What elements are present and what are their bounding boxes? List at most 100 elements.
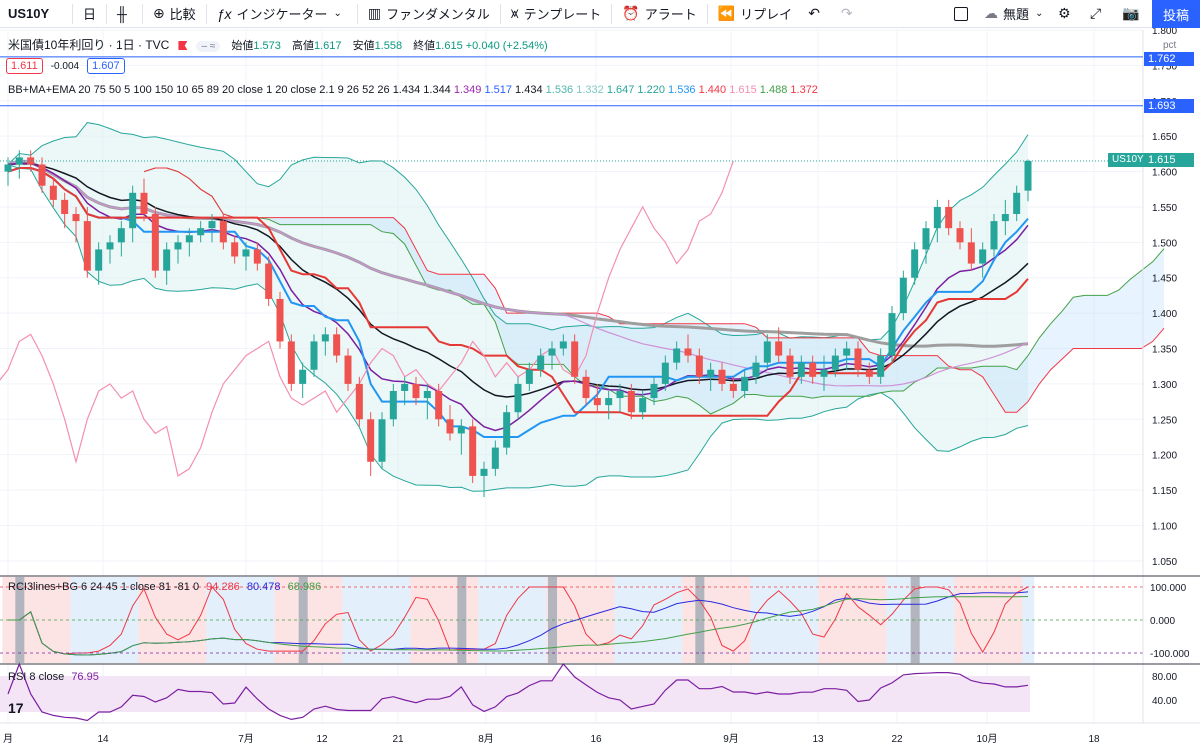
undo-button[interactable]: ↶ <box>800 0 833 28</box>
rci-band <box>467 577 479 663</box>
candle-body <box>117 228 125 243</box>
indicators-label: インジケーター <box>236 7 328 22</box>
time-tick-label: 8月 <box>478 733 494 745</box>
rci-band <box>557 577 570 663</box>
candle-body <box>106 242 114 250</box>
candle-body <box>457 426 465 434</box>
redo-button[interactable]: ↷ <box>833 0 866 28</box>
rci-band <box>591 577 604 663</box>
time-tick-label: 21 <box>392 734 404 745</box>
price-tick-label: 1.300 <box>1152 380 1177 391</box>
chart-canvas[interactable]: 1.8001.7501.7001.6501.6001.5501.5001.450… <box>0 28 1200 750</box>
change-value: +0.040 (+2.54%) <box>465 40 548 52</box>
low-label: 安値 <box>352 40 375 52</box>
symbol-search[interactable]: US10Y <box>8 6 50 21</box>
close-label: 終値 <box>413 40 436 52</box>
oscillator-lines <box>0 586 1143 722</box>
candle-body <box>219 221 227 243</box>
interval-button[interactable]: 日 <box>83 7 97 22</box>
replay-label: リプレイ <box>740 7 793 22</box>
rci-band <box>795 577 808 663</box>
flag-icon[interactable] <box>178 41 188 50</box>
chart-type-button[interactable]: ╫ <box>109 0 140 28</box>
camera-icon: 📷 <box>1122 5 1140 21</box>
candle-body <box>559 341 567 349</box>
separator <box>106 3 108 24</box>
time-tick-label: 12 <box>316 734 328 745</box>
replay-button[interactable]: ⏪ リプレイ <box>710 0 800 28</box>
templates-button[interactable]: ⩙ テンプレート <box>503 0 610 28</box>
rci-band <box>263 577 275 663</box>
candle-body <box>72 214 80 222</box>
layout-toggle-button[interactable] <box>946 0 976 28</box>
bid-ask: 1.611 -0.004 1.607 <box>6 58 125 74</box>
price-line-label-low[interactable]: 1.693 <box>1144 99 1194 113</box>
candle-body <box>151 214 159 271</box>
rci-background-bands <box>0 577 1035 712</box>
fundamentals-button[interactable]: ▥ ファンダメンタル <box>360 0 498 28</box>
plus-circle-icon: ⊕ <box>152 5 165 21</box>
price-tick-label: 1.650 <box>1152 132 1177 143</box>
candle-body <box>548 348 556 356</box>
main-legend[interactable]: 米国債10年利回り · 1日 · TVC – ≈ 始値1.573 高値1.617… <box>8 36 548 53</box>
candle-body <box>401 383 409 391</box>
bid-button[interactable]: 1.611 <box>6 58 43 74</box>
rsi-value: 76.95 <box>71 671 99 683</box>
candle-body <box>389 390 397 420</box>
visibility-toggle[interactable]: – ≈ <box>196 41 221 52</box>
price-tick-label: 1.750 <box>1152 61 1177 72</box>
rci-band <box>161 577 173 663</box>
candle-body <box>61 199 69 215</box>
candle-body <box>752 362 760 377</box>
publish-button[interactable]: 投稿 <box>1152 0 1200 28</box>
candle-body <box>491 447 499 469</box>
indicators-button[interactable]: ƒx インジケーター ⌄ <box>209 0 355 28</box>
candle-body <box>514 383 522 413</box>
candle-body <box>333 334 341 356</box>
candle-body <box>163 249 171 271</box>
candle-body <box>1024 160 1032 191</box>
layout-name-button[interactable]: ☁ 無題 ⌄ <box>976 0 1056 28</box>
ask-button[interactable]: 1.607 <box>87 58 125 74</box>
settings-button[interactable]: ⚙ <box>1050 0 1084 28</box>
rci-legend[interactable]: RCI3lines+BG 6 24 45 1 close 81 -81 0 94… <box>8 581 321 593</box>
candle-body <box>299 369 307 384</box>
indicator-value-2: 1.344 <box>420 84 451 96</box>
price-tick-label: 1.500 <box>1152 238 1177 249</box>
cloud-fill <box>144 168 1164 414</box>
candle-body <box>582 376 590 399</box>
indicator-value-12: 1.615 <box>726 84 757 96</box>
unit-label: pct <box>1163 40 1177 51</box>
rsi-tick-label: 80.00 <box>1152 672 1177 683</box>
rsi-legend[interactable]: RSI 8 close 76.95 <box>8 671 99 683</box>
candle-body <box>287 341 295 384</box>
indicator-legend[interactable]: BB+MA+EMA 20 75 50 5 100 150 10 65 89 20… <box>8 84 818 96</box>
separator <box>611 3 613 24</box>
rci-band <box>999 577 1012 663</box>
compare-button[interactable]: ⊕ 比較 <box>145 0 204 28</box>
rci-line-3 <box>8 596 1029 656</box>
time-tick-label: 10月 <box>976 733 997 745</box>
candle-body <box>197 228 205 236</box>
price-line-label-high[interactable]: 1.762 <box>1144 52 1194 66</box>
symbol-tag: US10Y <box>1108 153 1148 167</box>
tradingview-logo[interactable]: 17 <box>8 700 24 716</box>
fullscreen-icon: ⤢ <box>1090 5 1102 21</box>
indicator-value-3: 1.349 <box>450 84 482 96</box>
candle-body <box>344 355 352 384</box>
snapshot-button[interactable]: 📷 <box>1114 0 1152 28</box>
last-price-label: 1.615 <box>1144 153 1194 167</box>
candlestick-icon: ╫ <box>117 5 127 22</box>
rci-band <box>59 577 71 663</box>
fullscreen-button[interactable]: ⤢ <box>1082 0 1114 28</box>
indicator-value-1: 1.434 <box>392 84 421 96</box>
alert-button[interactable]: ⏰ アラート <box>614 0 704 28</box>
price-tick-label: 1.600 <box>1152 168 1177 179</box>
candle-body <box>378 419 386 462</box>
function-icon: ƒx <box>216 5 232 22</box>
separator <box>72 3 73 24</box>
templates-label: テンプレート <box>523 7 602 22</box>
rci-gray-band <box>695 577 705 663</box>
separator <box>706 3 708 24</box>
